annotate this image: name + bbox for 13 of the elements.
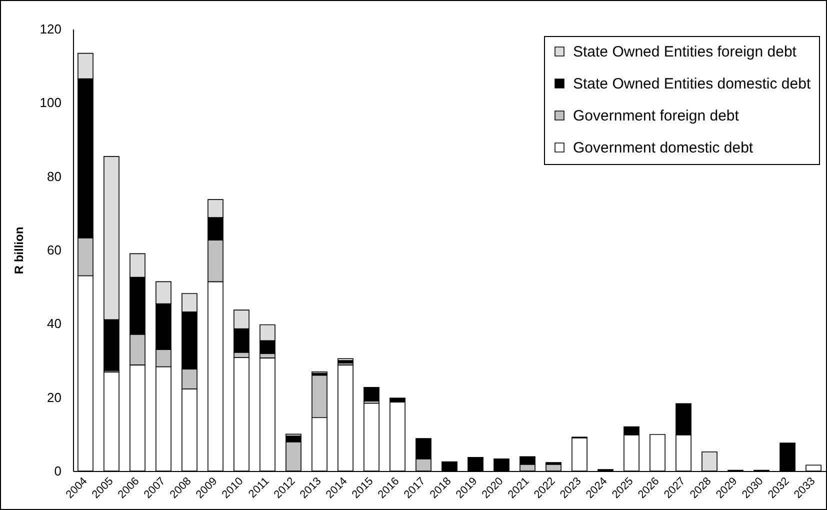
y-tick-label: 100 [40,95,62,110]
y-axis-title: R billion [12,226,26,274]
legend-label: Government foreign debt [573,108,740,124]
y-tick-label: 120 [40,22,62,36]
legend-label: Government domestic debt [573,140,754,156]
y-tick-label: 60 [47,242,62,258]
y-tick-label: 0 [54,464,62,478]
y-tick-label: 40 [47,316,62,332]
legend-label: State Owned Entities foreign debt [573,44,798,60]
y-tick-label: 20 [47,390,62,405]
y-tick-label: 80 [47,168,62,184]
legend-label: State Owned Entities domestic debt [573,76,812,92]
bar [364,388,380,402]
